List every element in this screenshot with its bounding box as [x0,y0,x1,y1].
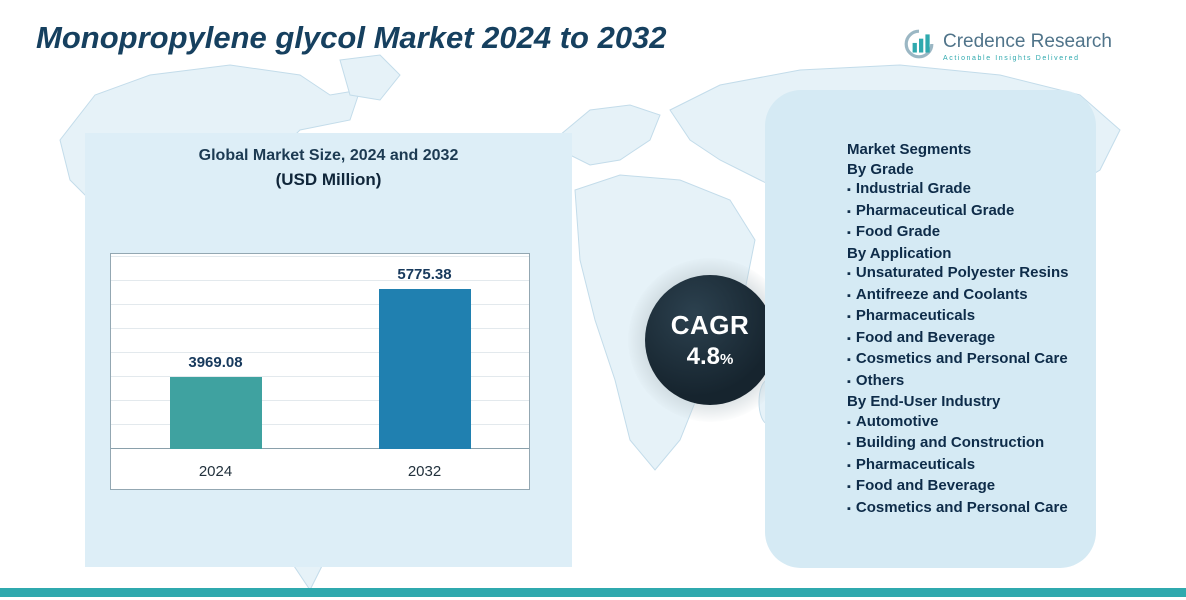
bullet-icon: ▪ [847,311,851,323]
page-title: Monopropylene glycol Market 2024 to 2032 [36,20,667,55]
brand-name: Credence Research [943,31,1112,52]
segment-item-label: Building and Construction [855,434,1045,451]
segment-item-label: Food and Beverage [855,328,996,346]
brand-tagline: Actionable Insights Delivered [943,55,1080,62]
segment-item: ▪ Pharmaceuticals [847,306,1080,328]
bullet-icon: ▪ [847,459,851,472]
map-greenland [339,54,401,101]
bullet-icon: ▪ [847,227,851,239]
segment-item-label: Food and Beverage [855,477,996,494]
segment-item-label: Pharmaceutical Grade [855,201,1015,219]
segment-group-title: By Application [847,244,952,262]
chart-title: Global Market Size, 2024 and 2032 [198,147,459,164]
segment-item-label: Others [855,371,905,389]
chart-subtitle: (USD Million) [275,170,382,189]
segment-group-title: By End-User Industry [847,393,1001,410]
cagr-value: 4.8% [686,342,734,370]
segment-item: ▪ Unsaturated Polyester Resins [847,263,1080,285]
segment-item-label: Food Grade [855,223,941,240]
cagr-label: CAGR [670,309,750,340]
segment-item: ▪ Pharmaceuticals [847,455,1080,477]
cagr-badge-halo: CAGR 4.8% [628,258,792,422]
x-axis-label: 2032 [407,463,442,480]
bottom-accent-strip [0,588,1186,597]
segment-item: ▪ Automotive [847,412,1080,434]
segment-item-label: Unsaturated Polyester Resins [855,264,1069,281]
map-europe [559,104,661,166]
bullet-icon: ▪ [847,416,851,429]
bullet-icon: ▪ [847,268,851,280]
segment-item: ▪ Food and Beverage [847,328,1080,350]
bullet-icon: ▪ [847,289,851,302]
segment-item-label: Automotive [855,412,939,430]
bar-chart-logo-icon [903,28,935,65]
bar-value-label: 5775.38 [397,266,452,283]
segment-item-label: Pharmaceuticals [855,455,976,473]
segment-item-label: Cosmetics and Personal Care [855,498,1068,516]
bar-chart: 3969.08 2024 5775.38 2032 [110,253,530,490]
cagr-percent-sign: % [720,350,734,368]
segment-item: ▪ Industrial Grade [847,179,1080,201]
segment-item: ▪ Food Grade [847,222,1080,244]
bullet-icon: ▪ [847,481,851,493]
segment-item: ▪ Others [847,371,1080,393]
brand-logo: Credence Research Actionable Insights De… [903,28,1112,65]
segments-panel: Market Segments By Grade ▪ Industrial Grad… [765,90,1096,568]
x-axis-label: 2024 [198,463,233,480]
bullet-icon: ▪ [847,332,851,345]
segment-item-label: Industrial Grade [855,180,971,197]
segment-item: ▪ Building and Construction [847,433,1080,455]
segment-item: ▪ Food and Beverage [847,476,1080,498]
bullet-icon: ▪ [847,205,851,218]
segment-item: ▪ Cosmetics and Personal Care [847,349,1080,371]
segment-item: ▪ Cosmetics and Personal Care [847,498,1080,520]
segment-item-label: Cosmetics and Personal Care [855,350,1068,367]
bar-2032 [378,289,471,449]
bullet-icon: ▪ [847,375,851,388]
segment-groups: By Grade ▪ Industrial Grade ▪ Pharmaceutical… [847,160,1080,520]
bullet-icon: ▪ [847,438,851,450]
bullet-icon: ▪ [847,502,851,515]
chart-panel: Global Market Size, 2024 and 2032 (USD M… [85,133,572,567]
bar-value-label: 3969.08 [188,354,243,371]
cagr-badge: CAGR 4.8% [645,275,775,405]
bullet-icon: ▪ [847,184,851,196]
segment-item-label: Pharmaceuticals [855,307,976,324]
segment-item: ▪ Pharmaceutical Grade [847,201,1080,223]
bar-2024 [169,377,262,449]
segment-item: ▪ Antifreeze and Coolants [847,285,1080,307]
segment-group-title: By Grade [847,160,914,178]
bullet-icon: ▪ [847,354,851,366]
segment-item-label: Antifreeze and Coolants [855,285,1028,303]
segments-heading: Market Segments [847,141,972,158]
